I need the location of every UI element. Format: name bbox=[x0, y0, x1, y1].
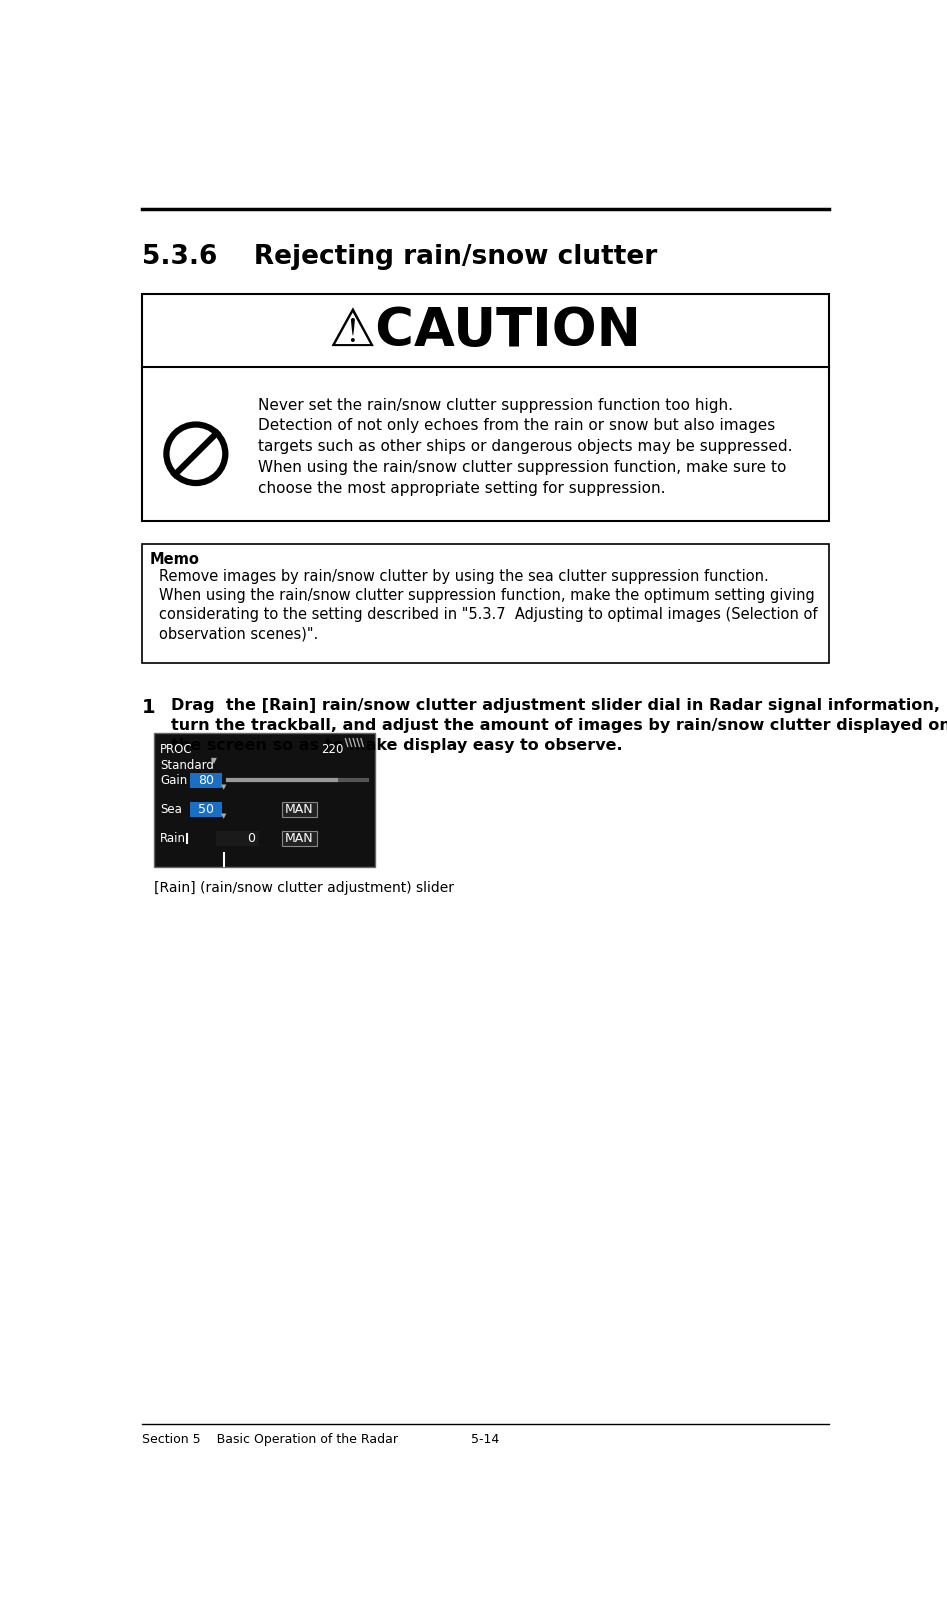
Text: When using the rain/snow clutter suppression function, make sure to: When using the rain/snow clutter suppres… bbox=[258, 460, 786, 474]
Text: Memo: Memo bbox=[150, 552, 199, 567]
Text: [Rain] (rain/snow clutter adjustment) slider: [Rain] (rain/snow clutter adjustment) sl… bbox=[154, 881, 454, 895]
FancyBboxPatch shape bbox=[189, 772, 223, 788]
Text: 0: 0 bbox=[247, 832, 255, 845]
Text: considerating to the setting described in "5.3.7  Adjusting to optimal images (S: considerating to the setting described i… bbox=[159, 607, 817, 622]
Text: Detection of not only echoes from the rain or snow but also images: Detection of not only echoes from the ra… bbox=[258, 418, 776, 434]
Text: ▼: ▼ bbox=[221, 784, 226, 790]
Text: the screen so as to make display easy to observe.: the screen so as to make display easy to… bbox=[171, 738, 623, 753]
FancyBboxPatch shape bbox=[142, 544, 829, 664]
Text: MAN: MAN bbox=[285, 832, 313, 845]
Text: Gain: Gain bbox=[160, 774, 188, 787]
Text: choose the most appropriate setting for suppression.: choose the most appropriate setting for … bbox=[258, 481, 666, 495]
FancyBboxPatch shape bbox=[154, 732, 375, 868]
Text: Never set the rain/snow clutter suppression function too high.: Never set the rain/snow clutter suppress… bbox=[258, 398, 733, 413]
Text: PROC: PROC bbox=[160, 743, 193, 756]
Text: ▼: ▼ bbox=[211, 756, 217, 764]
Text: 80: 80 bbox=[198, 774, 214, 787]
Text: Sea: Sea bbox=[160, 803, 182, 816]
Text: turn the trackball, and adjust the amount of images by rain/snow clutter display: turn the trackball, and adjust the amoun… bbox=[171, 717, 947, 733]
Text: MAN: MAN bbox=[285, 803, 313, 816]
Text: Rain: Rain bbox=[160, 832, 187, 845]
Text: Standard: Standard bbox=[160, 759, 214, 772]
FancyBboxPatch shape bbox=[142, 293, 829, 521]
FancyBboxPatch shape bbox=[189, 801, 223, 818]
Text: 5.3.6    Rejecting rain/snow clutter: 5.3.6 Rejecting rain/snow clutter bbox=[142, 243, 657, 269]
Text: When using the rain/snow clutter suppression function, make the optimum setting : When using the rain/snow clutter suppres… bbox=[159, 588, 814, 602]
Text: ▼: ▼ bbox=[221, 813, 226, 819]
FancyBboxPatch shape bbox=[282, 801, 317, 818]
Text: observation scenes)".: observation scenes)". bbox=[159, 627, 318, 641]
FancyBboxPatch shape bbox=[282, 831, 317, 847]
Text: Section 5    Basic Operation of the Radar: Section 5 Basic Operation of the Radar bbox=[142, 1433, 398, 1446]
FancyBboxPatch shape bbox=[216, 831, 259, 847]
Text: 220: 220 bbox=[321, 743, 343, 756]
Text: Remove images by rain/snow clutter by using the sea clutter suppression function: Remove images by rain/snow clutter by us… bbox=[159, 568, 768, 583]
Text: ⚠CAUTION: ⚠CAUTION bbox=[329, 304, 641, 356]
Text: 50: 50 bbox=[198, 803, 214, 816]
Text: 1: 1 bbox=[142, 698, 155, 717]
Text: Drag  the [Rain] rain/snow clutter adjustment slider dial in Radar signal inform: Drag the [Rain] rain/snow clutter adjust… bbox=[171, 698, 940, 712]
Text: 5-14: 5-14 bbox=[471, 1433, 499, 1446]
Text: targets such as other ships or dangerous objects may be suppressed.: targets such as other ships or dangerous… bbox=[258, 439, 793, 455]
